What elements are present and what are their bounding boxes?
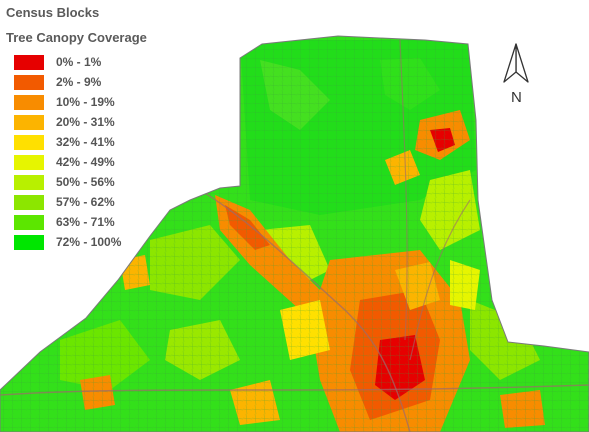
legend-label: 50% - 56% — [56, 175, 115, 189]
legend-label: 2% - 9% — [56, 75, 102, 89]
north-arrow-icon — [503, 43, 529, 83]
map-legend: Census Blocks Tree Canopy Coverage 0% - … — [6, 5, 147, 252]
legend-label: 32% - 41% — [56, 135, 115, 149]
legend-subtitle: Tree Canopy Coverage — [6, 30, 147, 45]
legend-label: 20% - 31% — [56, 115, 115, 129]
legend-item: 42% - 49% — [6, 152, 147, 172]
legend-item: 57% - 62% — [6, 192, 147, 212]
legend-swatch — [14, 114, 44, 130]
legend-swatch — [14, 194, 44, 210]
legend-swatch — [14, 74, 44, 90]
legend-item: 63% - 71% — [6, 212, 147, 232]
legend-swatch — [14, 94, 44, 110]
legend-swatch — [14, 174, 44, 190]
legend-swatch — [14, 134, 44, 150]
legend-label: 57% - 62% — [56, 195, 115, 209]
legend-item: 50% - 56% — [6, 172, 147, 192]
legend-item: 32% - 41% — [6, 132, 147, 152]
legend-item: 10% - 19% — [6, 92, 147, 112]
legend-swatch — [14, 54, 44, 70]
legend-label: 42% - 49% — [56, 155, 115, 169]
legend-item: 2% - 9% — [6, 72, 147, 92]
legend-label: 63% - 71% — [56, 215, 115, 229]
legend-label: 72% - 100% — [56, 235, 122, 249]
legend-swatch — [14, 234, 44, 250]
legend-label: 10% - 19% — [56, 95, 115, 109]
legend-title: Census Blocks — [6, 5, 100, 20]
legend-label: 0% - 1% — [56, 55, 102, 69]
legend-items: 0% - 1% 2% - 9% 10% - 19% 20% - 31% 32% - 41… — [6, 52, 147, 252]
north-label: N — [511, 89, 522, 106]
legend-item: 20% - 31% — [6, 112, 147, 132]
legend-swatch — [14, 214, 44, 230]
legend-item: 0% - 1% — [6, 52, 147, 72]
legend-swatch — [14, 154, 44, 170]
legend-item: 72% - 100% — [6, 232, 147, 252]
